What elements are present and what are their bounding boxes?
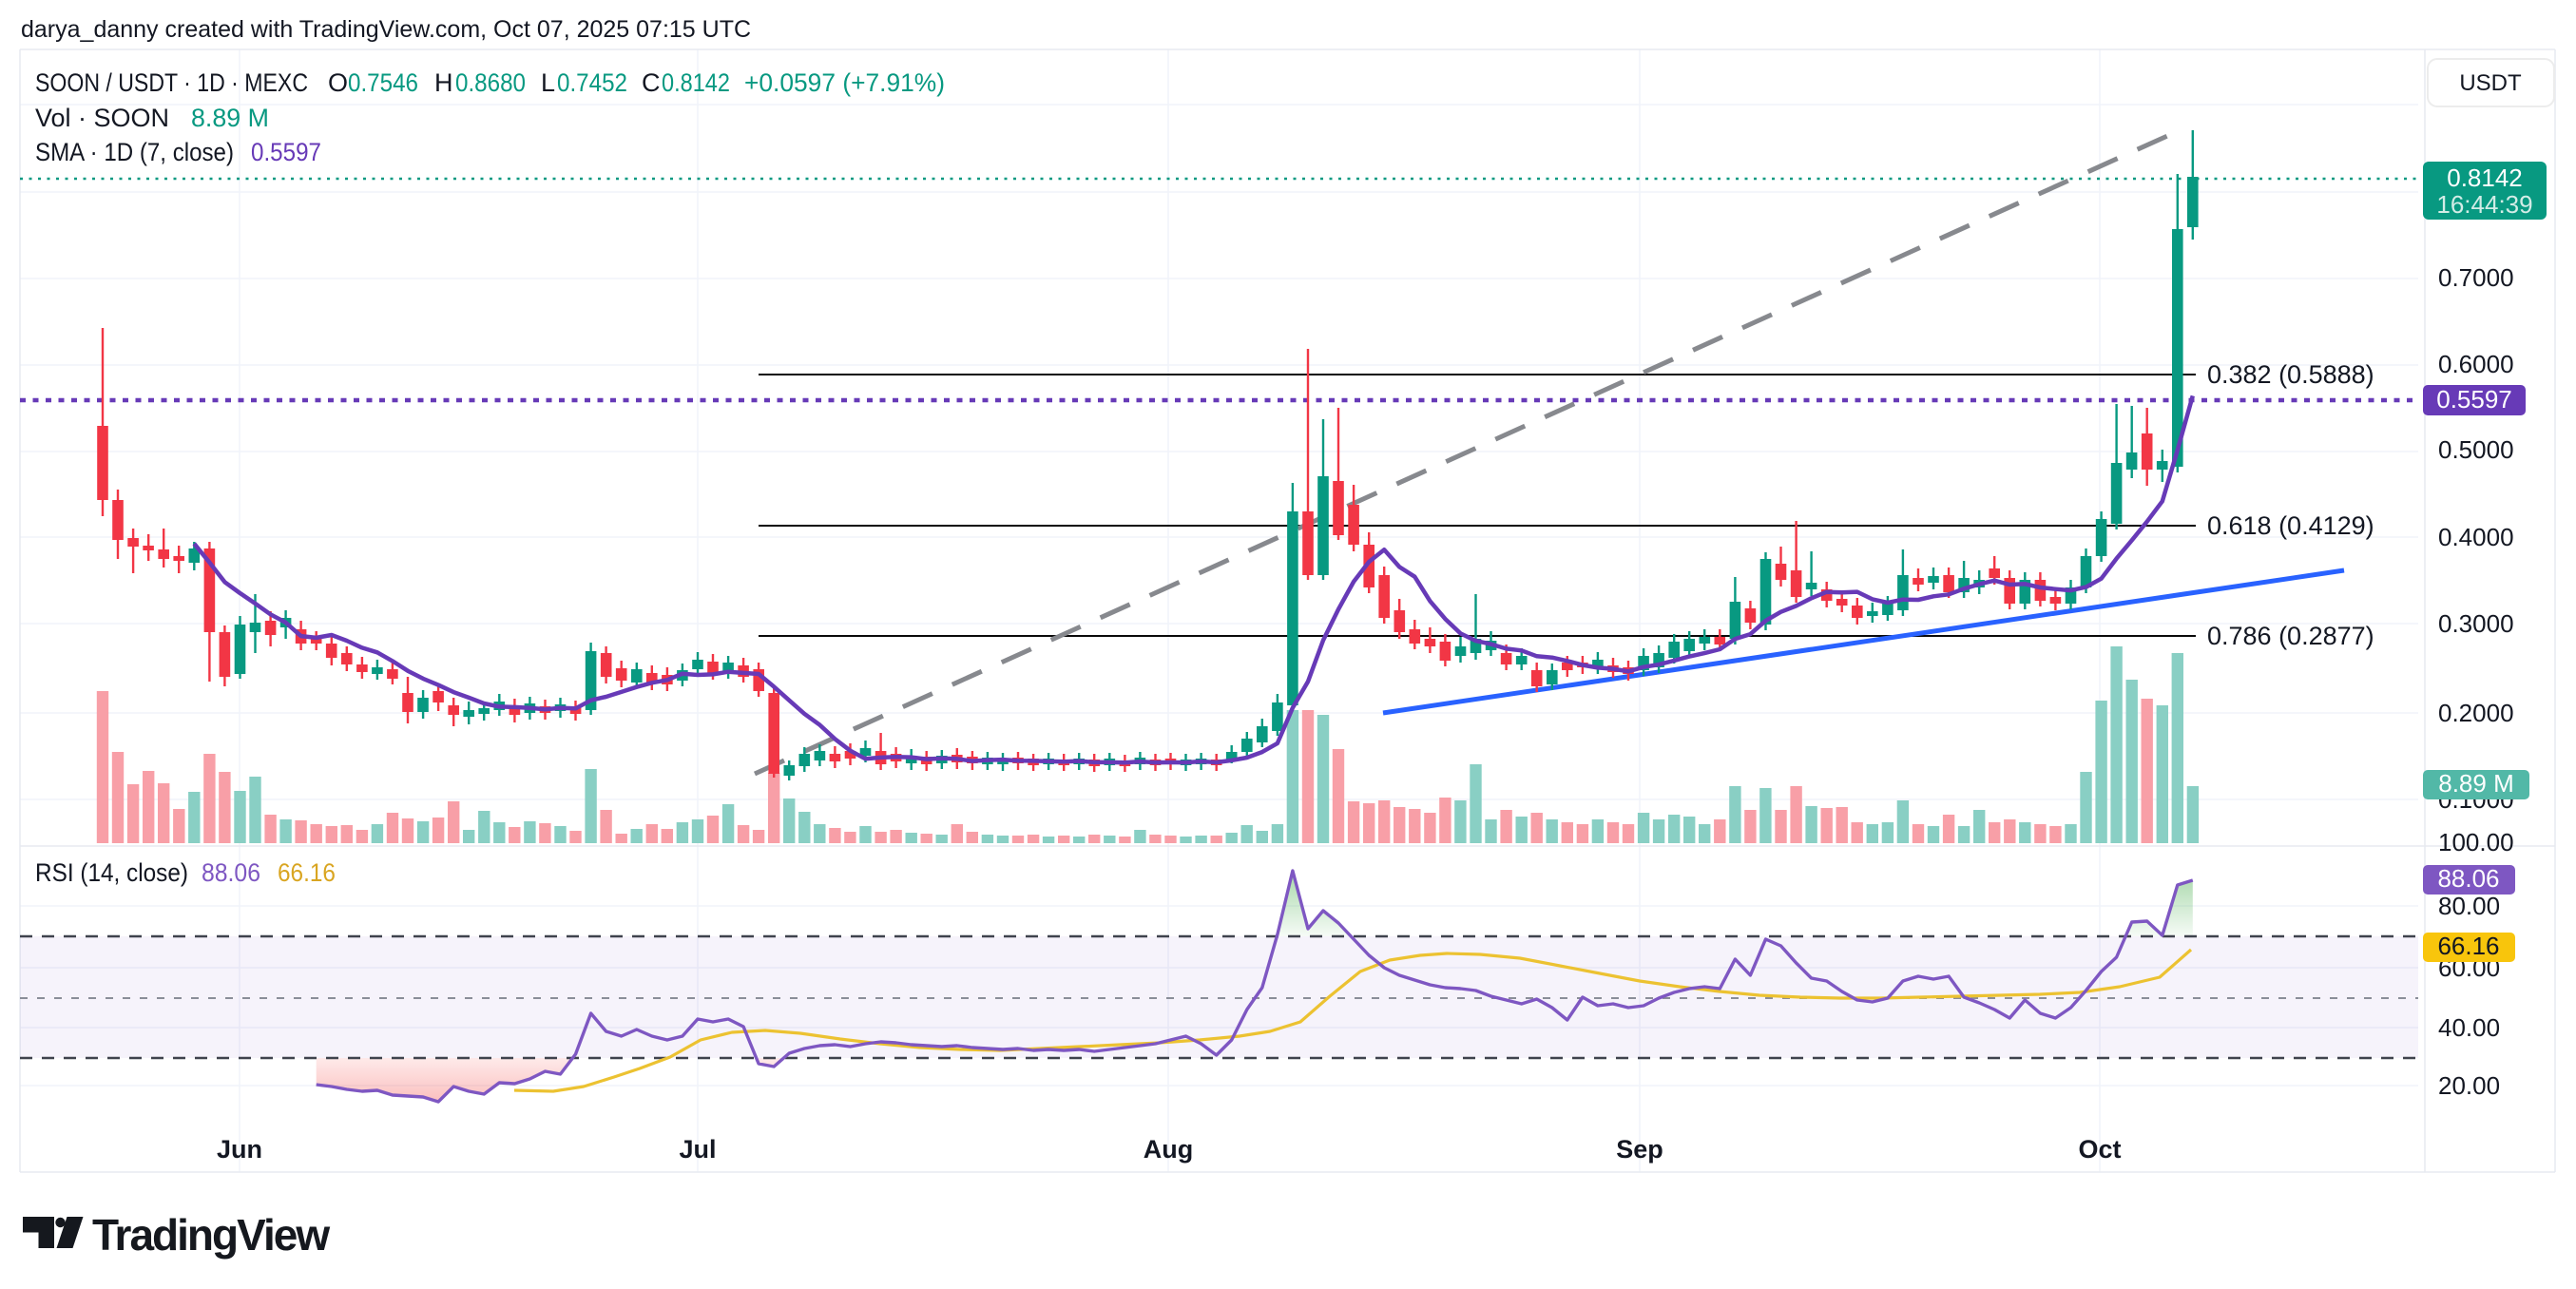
svg-text:16:44:39: 16:44:39 [2436, 190, 2532, 219]
svg-text:0.5597: 0.5597 [2436, 385, 2512, 414]
svg-text:0.7452: 0.7452 [557, 68, 627, 97]
svg-text:66.16: 66.16 [2437, 932, 2499, 960]
svg-text:SOON / USDT · 1D · MEXC: SOON / USDT · 1D · MEXC [35, 68, 308, 97]
svg-text:0.7000: 0.7000 [2438, 263, 2514, 292]
svg-text:0.4000: 0.4000 [2438, 523, 2514, 551]
svg-text:80.00: 80.00 [2438, 892, 2500, 920]
svg-text:0.786 (0.2877): 0.786 (0.2877) [2207, 622, 2374, 650]
svg-text:Jul: Jul [679, 1135, 716, 1164]
svg-text:0.382 (0.5888): 0.382 (0.5888) [2207, 360, 2374, 389]
svg-text:0.5000: 0.5000 [2438, 435, 2514, 464]
svg-text:88.06: 88.06 [202, 858, 260, 887]
svg-text:Sep: Sep [1616, 1135, 1663, 1164]
svg-text:0.7546: 0.7546 [348, 68, 418, 97]
svg-text:SMA · 1D (7, close): SMA · 1D (7, close) [35, 138, 234, 166]
svg-text:H: H [434, 68, 453, 97]
svg-text:RSI (14, close): RSI (14, close) [35, 858, 188, 887]
svg-text:+0.0597 (+7.91%): +0.0597 (+7.91%) [744, 68, 945, 97]
svg-text:C: C [642, 68, 661, 97]
svg-text:Jun: Jun [217, 1135, 262, 1164]
svg-text:Oct: Oct [2078, 1135, 2121, 1164]
svg-text:0.6000: 0.6000 [2438, 350, 2514, 378]
svg-text:0.2000: 0.2000 [2438, 699, 2514, 727]
svg-text:darya_danny created with Tradi: darya_danny created with TradingView.com… [21, 16, 751, 43]
svg-text:TradingView: TradingView [92, 1210, 330, 1260]
svg-text:8.89 M: 8.89 M [2438, 769, 2514, 798]
svg-text:100.00: 100.00 [2438, 828, 2514, 856]
svg-text:0.618 (0.4129): 0.618 (0.4129) [2207, 511, 2374, 540]
svg-text:USDT: USDT [2459, 70, 2522, 96]
svg-text:L: L [541, 68, 555, 97]
svg-text:0.8680: 0.8680 [455, 68, 526, 97]
svg-text:88.06: 88.06 [2437, 864, 2499, 893]
svg-text:0.3000: 0.3000 [2438, 609, 2514, 638]
svg-text:0.8142: 0.8142 [2447, 164, 2523, 192]
svg-text:0.8142: 0.8142 [662, 68, 730, 97]
svg-text:Vol · SOON: Vol · SOON [35, 104, 169, 132]
svg-text:66.16: 66.16 [278, 858, 336, 887]
svg-text:40.00: 40.00 [2438, 1013, 2500, 1042]
svg-text:8.89 M: 8.89 M [191, 104, 269, 132]
svg-text:20.00: 20.00 [2438, 1071, 2500, 1100]
svg-text:0.5597: 0.5597 [251, 138, 321, 166]
svg-text:Aug: Aug [1144, 1135, 1193, 1164]
svg-text:O: O [328, 68, 348, 97]
